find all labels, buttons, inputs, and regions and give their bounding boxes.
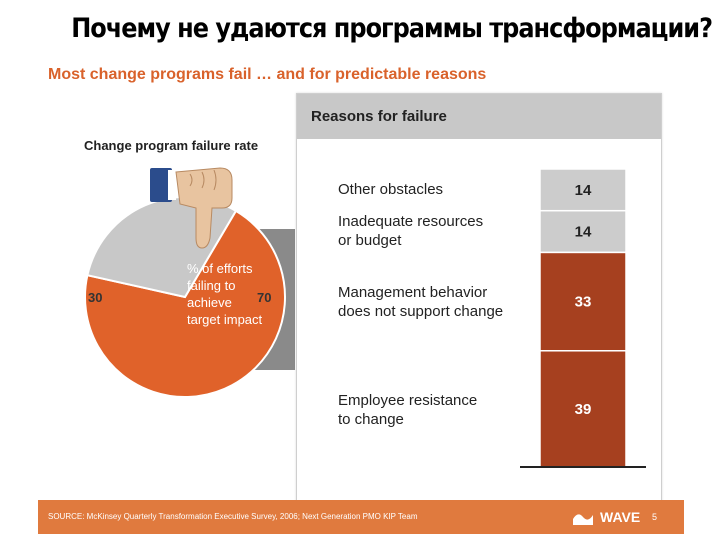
thumbs-down-icon — [150, 167, 233, 249]
bar-value-label: 39 — [575, 401, 592, 418]
subtitle: Most change programs fail … and for pred… — [48, 66, 487, 83]
panel-title: Reasons for failure — [311, 108, 447, 125]
bar-segment — [539, 350, 627, 468]
wave-logo-icon — [573, 514, 593, 525]
category-label: Management behavior does not support cha… — [338, 284, 504, 320]
pie-label-fail: 70 — [257, 290, 272, 305]
brand-name: WAVE — [600, 509, 641, 525]
source-note: SOURCE: McKinsey Quarterly Transformatio… — [48, 512, 418, 521]
pie-label-success: 30 — [88, 290, 103, 305]
bar-value-label: 14 — [575, 182, 592, 199]
pie-title: Change program failure rate — [84, 138, 259, 153]
bar-value-label: 33 — [575, 294, 592, 311]
panel-header: Reasons for failure — [297, 94, 661, 139]
category-label: Inadequate resources or budget — [338, 213, 484, 249]
bar-segment — [539, 251, 627, 352]
pie-description: % of efforts failing to achieve target i… — [187, 261, 263, 327]
slide-title: Почему не удаются программы трансформаци… — [71, 12, 713, 44]
category-label: Other obstacles — [338, 181, 444, 198]
bar-segment — [539, 209, 627, 254]
page-number: 5 — [652, 512, 658, 522]
pie-slice-fail — [84, 209, 286, 398]
bar-value-label: 14 — [575, 224, 592, 241]
footer-bar: SOURCE: McKinsey Quarterly Transformatio… — [38, 500, 684, 534]
category-label: Employee resistance to change — [338, 392, 478, 428]
